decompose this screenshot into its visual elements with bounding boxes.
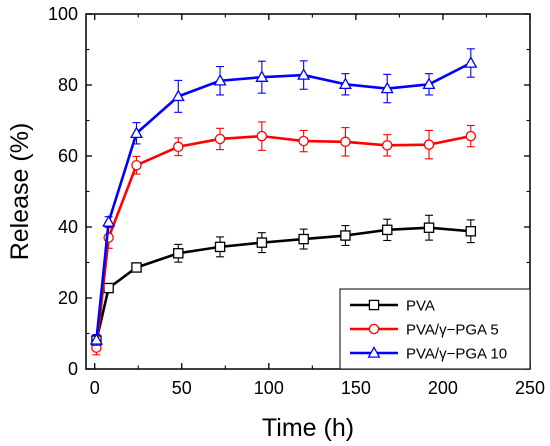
series-layer — [89, 48, 478, 356]
data-point — [213, 73, 227, 86]
data-point — [381, 140, 393, 151]
x-tick-label: 0 — [90, 378, 100, 398]
data-point — [255, 70, 269, 82]
data-point — [298, 233, 309, 245]
x-tick-label: 150 — [341, 378, 371, 398]
legend-marker — [368, 323, 380, 335]
x-tick-label: 50 — [172, 378, 192, 398]
data-point — [381, 224, 393, 236]
data-point — [131, 159, 142, 171]
legend-marker — [368, 299, 380, 311]
x-axis-title: Time (h) — [262, 414, 354, 442]
y-tick-label: 80 — [58, 75, 78, 95]
data-point — [102, 215, 116, 227]
data-point — [465, 130, 477, 142]
data-point — [173, 141, 184, 153]
y-axis-title: Release (%) — [6, 123, 34, 261]
data-point — [422, 77, 436, 90]
data-point — [214, 133, 226, 145]
legend-item: PVA/γ−PGA 5 — [350, 322, 499, 339]
data-point — [423, 222, 435, 233]
data-point — [340, 136, 351, 148]
series-0 — [91, 214, 477, 347]
legend-item: PVA/γ−PGA 10 — [350, 346, 507, 363]
x-tick-label: 200 — [428, 378, 458, 398]
legend: PVA PVA/γ−PGA 5 PVA/γ−PGA 10 — [339, 288, 531, 370]
data-point — [380, 81, 394, 94]
data-point — [171, 89, 185, 102]
legend-marker — [367, 346, 381, 358]
data-point — [464, 56, 478, 68]
data-point — [423, 139, 435, 150]
y-tick-label: 20 — [58, 288, 78, 308]
data-point — [131, 262, 142, 273]
data-point — [89, 332, 103, 345]
data-point — [297, 68, 311, 80]
legend-item: PVA — [350, 298, 435, 315]
legend-label: PVA — [406, 298, 435, 315]
y-tick-label: 60 — [58, 146, 78, 166]
legend-label: PVA/γ−PGA 5 — [406, 322, 499, 339]
series-2 — [89, 48, 478, 346]
x-tick-label: 100 — [254, 378, 284, 398]
data-point — [256, 237, 268, 248]
data-point — [214, 241, 226, 253]
data-point — [103, 282, 114, 294]
data-point — [465, 226, 477, 237]
data-point — [340, 230, 351, 241]
data-point — [338, 77, 352, 90]
data-point — [173, 248, 184, 259]
x-tick-label: 250 — [515, 378, 545, 398]
y-tick-label: 40 — [58, 217, 78, 237]
data-point — [129, 126, 143, 139]
legend-label: PVA/γ−PGA 10 — [406, 346, 507, 363]
data-point — [298, 135, 309, 147]
y-tick-label: 100 — [48, 4, 78, 24]
data-point — [256, 130, 268, 142]
y-tick-label: 0 — [68, 359, 78, 379]
